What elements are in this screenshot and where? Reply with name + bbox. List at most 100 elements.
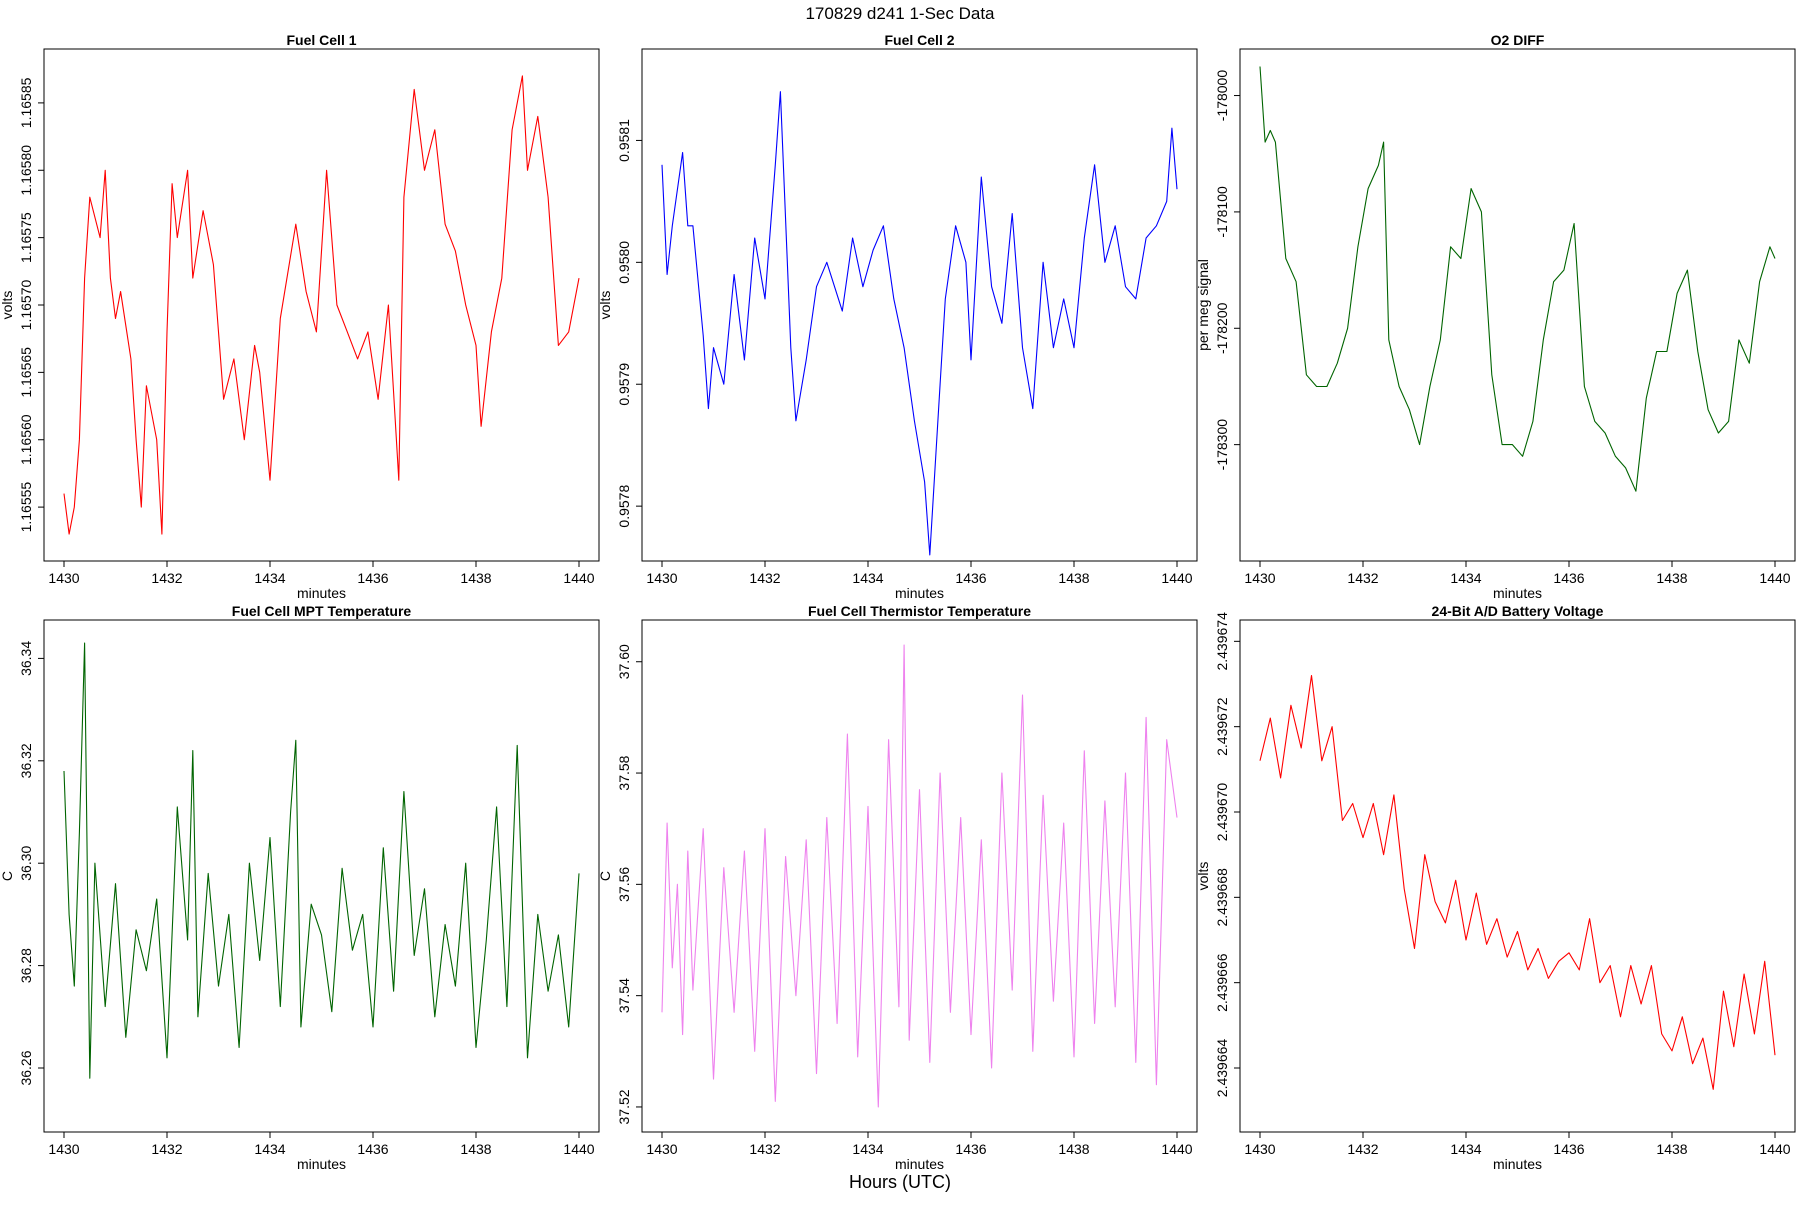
plot-frame [43,619,600,1133]
y-tick-label: 0.9580 [616,241,632,284]
x-axis-label: minutes [895,585,944,601]
plot-frame [43,48,600,562]
y-tick-label: 2.439664 [1214,1039,1230,1098]
x-tick-label: 1432 [1347,1141,1378,1157]
x-tick-label: 1432 [1347,570,1378,586]
x-tick-label: 1434 [1450,1141,1481,1157]
y-tick-label: 0.9581 [616,119,632,162]
x-tick-label: 1430 [646,1141,677,1157]
x-tick-label: 1438 [460,570,491,586]
x-tick-label: 1440 [1759,570,1790,586]
x-tick-label: 1434 [1450,570,1481,586]
y-tick-label: 0.9579 [616,363,632,406]
y-tick-label: 36.28 [18,948,34,983]
x-tick-label: 1436 [1553,570,1584,586]
x-tick-label: 1436 [955,570,986,586]
x-tick-label: 1430 [48,570,79,586]
x-axis-label: minutes [1493,585,1542,601]
y-tick-label: -178300 [1214,419,1230,471]
x-tick-label: 1438 [460,1141,491,1157]
plot-frame [641,48,1198,562]
y-tick-label: 2.439666 [1214,953,1230,1012]
y-tick-label: 36.30 [18,845,34,880]
y-tick-label: 1.16575 [18,212,34,263]
y-tick-label: 0.9578 [616,485,632,528]
y-tick-label: 1.16565 [18,347,34,398]
y-tick-label: 2.439670 [1214,783,1230,842]
x-axis-label: minutes [895,1156,944,1172]
x-tick-label: 1436 [955,1141,986,1157]
x-tick-label: 1432 [151,1141,182,1157]
y-tick-label: 1.16555 [18,482,34,533]
panel-title: O2 DIFF [1491,32,1545,48]
y-tick-label: 2.439674 [1214,612,1230,671]
x-tick-label: 1440 [563,570,594,586]
y-tick-label: 37.56 [616,867,632,902]
y-tick-label: 1.16585 [18,77,34,128]
x-tick-label: 1430 [1244,570,1275,586]
y-axis-label: volts [597,291,613,320]
x-tick-label: 1434 [852,1141,883,1157]
x-tick-label: 1430 [646,570,677,586]
series-line [661,644,1178,1108]
y-axis-label: volts [1195,862,1211,891]
x-tick-label: 1434 [254,1141,285,1157]
plot-frame [1239,619,1796,1133]
x-tick-label: 1438 [1656,570,1687,586]
y-tick-label: 36.34 [18,641,34,676]
y-tick-label: -178100 [1214,186,1230,238]
y-axis-label: C [0,871,15,881]
x-tick-label: 1436 [357,570,388,586]
panel-title: Fuel Cell MPT Temperature [232,603,412,619]
x-tick-label: 1432 [749,1141,780,1157]
y-tick-label: -178000 [1214,70,1230,122]
y-tick-label: 1.16580 [18,145,34,196]
panel-title: 24-Bit A/D Battery Voltage [1432,603,1604,619]
panels-group: Fuel Cell 1 1430 1432 1434 1436 1438 1440 minut… [0,32,1796,1172]
y-tick-label: 37.58 [616,755,632,790]
x-tick-label: 1430 [48,1141,79,1157]
panel-1: Fuel Cell 1 1430 1432 1434 1436 1438 1440 minut… [0,32,600,601]
x-axis-label: minutes [297,585,346,601]
panel-title: Fuel Cell Thermistor Temperature [808,603,1031,619]
y-axis-label: per meg signal [1195,259,1211,351]
x-tick-label: 1438 [1058,570,1089,586]
series-line [63,642,580,1079]
x-tick-label: 1440 [1161,1141,1192,1157]
panel-5: Fuel Cell Thermistor Temperature 1430 1432… [597,603,1198,1172]
x-tick-label: 1440 [563,1141,594,1157]
panel-title: Fuel Cell 1 [286,32,356,48]
super-title: 170829 d241 1-Sec Data [805,4,995,23]
x-tick-label: 1440 [1759,1141,1790,1157]
y-tick-label: 36.26 [18,1050,34,1085]
y-tick-label: 36.32 [18,743,34,778]
series-line [63,75,580,535]
footer-label: Hours (UTC) [849,1172,951,1192]
x-tick-label: 1434 [852,570,883,586]
y-tick-label: 1.16570 [18,279,34,330]
y-tick-label: 2.439672 [1214,697,1230,756]
x-tick-label: 1438 [1656,1141,1687,1157]
y-tick-label: 37.52 [616,1089,632,1124]
x-tick-label: 1440 [1161,570,1192,586]
x-tick-label: 1434 [254,570,285,586]
y-tick-label: 2.439668 [1214,868,1230,927]
y-axis-label: C [597,871,613,881]
y-tick-label: 1.16560 [18,414,34,465]
x-axis-label: minutes [297,1156,346,1172]
panel-6: 24-Bit A/D Battery Voltage 1430 1432 1434 14… [1195,603,1796,1172]
y-tick-label: 37.54 [616,978,632,1013]
series-line [1259,66,1776,492]
panel-3: O2 DIFF 1430 1432 1434 1436 1438 1440 minutes -1… [1195,32,1796,601]
panel-title: Fuel Cell 2 [884,32,954,48]
x-tick-label: 1436 [357,1141,388,1157]
x-axis-label: minutes [1493,1156,1542,1172]
series-line [1259,674,1776,1090]
plot-frame [641,619,1198,1133]
series-line [661,91,1178,556]
y-tick-label: 37.60 [616,644,632,679]
x-tick-label: 1432 [151,570,182,586]
x-tick-label: 1430 [1244,1141,1275,1157]
